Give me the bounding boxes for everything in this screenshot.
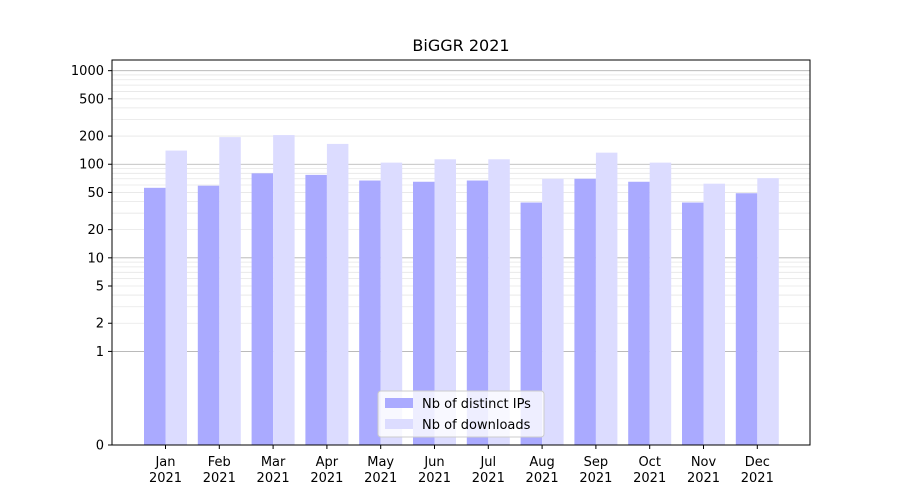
- x-tick-label: Jul 2021: [472, 455, 505, 486]
- x-tick-label: Nov 2021: [687, 455, 720, 486]
- chart-title: BiGGR 2021: [412, 36, 509, 55]
- bar-downloads: [326, 143, 349, 445]
- bar-downloads: [703, 183, 725, 445]
- bar-downloads: [649, 162, 672, 445]
- y-tick-label: 50: [87, 186, 104, 201]
- bars: [144, 135, 779, 446]
- axes-frame: [111, 59, 811, 446]
- y-tick-label: 10: [87, 251, 104, 266]
- bar-distinct-ips: [520, 202, 543, 445]
- bar-distinct-ips: [413, 181, 435, 446]
- legend-label-distinct-ips: Nb of distinct IPs: [422, 397, 531, 412]
- bar-distinct-ips: [144, 187, 166, 445]
- x-tick-label: Jan 2021: [149, 455, 182, 486]
- y-tick-label: 1: [96, 345, 104, 360]
- x-tick-label: May 2021: [364, 455, 397, 486]
- bar-distinct-ips: [682, 202, 704, 445]
- bar-downloads: [434, 159, 456, 446]
- y-tick-label: 1000: [71, 64, 104, 79]
- bar-distinct-ips: [735, 193, 758, 445]
- x-tick-label: Dec 2021: [741, 455, 774, 486]
- x-axis: Jan 2021 Feb 2021 Mar 2021 Apr 2021 May 2021 Jun 20…: [149, 445, 774, 486]
- y-tick-label: 200: [79, 130, 104, 145]
- legend: Nb of distinct IPs Nb of downloads: [377, 390, 545, 438]
- x-tick-label: Feb 2021: [203, 455, 236, 486]
- bar-distinct-ips: [251, 173, 274, 445]
- x-tick-label: Apr 2021: [310, 455, 343, 486]
- bar-distinct-ips: [305, 174, 327, 445]
- x-tick-label: Aug 2021: [526, 455, 559, 486]
- x-tick-label: Sep 2021: [579, 455, 612, 486]
- bar-distinct-ips: [574, 178, 596, 446]
- x-tick-label: Oct 2021: [633, 455, 666, 486]
- legend-box: [377, 390, 545, 438]
- bar-downloads: [273, 135, 295, 445]
- legend-swatch-downloads: [385, 419, 413, 429]
- bar-downloads: [165, 150, 187, 445]
- y-axis: 0 1 2 5 10 20 50 100 200 500 1000: [71, 64, 112, 454]
- bar-distinct-ips: [628, 181, 650, 446]
- y-tick-label: 2: [96, 317, 104, 332]
- bar-distinct-ips: [197, 185, 220, 446]
- bar-downloads: [219, 137, 241, 445]
- legend-label-downloads: Nb of downloads: [422, 418, 531, 433]
- bar-distinct-ips: [466, 180, 489, 446]
- x-tick-label: Mar 2021: [257, 455, 290, 486]
- y-tick-label: 0: [96, 439, 104, 454]
- y-tick-label: 100: [79, 158, 104, 173]
- bar-downloads: [380, 162, 403, 445]
- x-tick-label: Jun 2021: [418, 455, 451, 486]
- bar-distinct-ips: [359, 180, 381, 446]
- y-tick-label: 5: [96, 280, 104, 295]
- bar-downloads: [488, 159, 510, 446]
- bar-downloads: [595, 152, 618, 445]
- bar-downloads: [542, 178, 564, 446]
- y-tick-label: 20: [87, 223, 104, 238]
- legend-swatch-distinct-ips: [385, 398, 413, 408]
- y-tick-label: 500: [79, 92, 104, 107]
- bar-downloads: [757, 178, 779, 445]
